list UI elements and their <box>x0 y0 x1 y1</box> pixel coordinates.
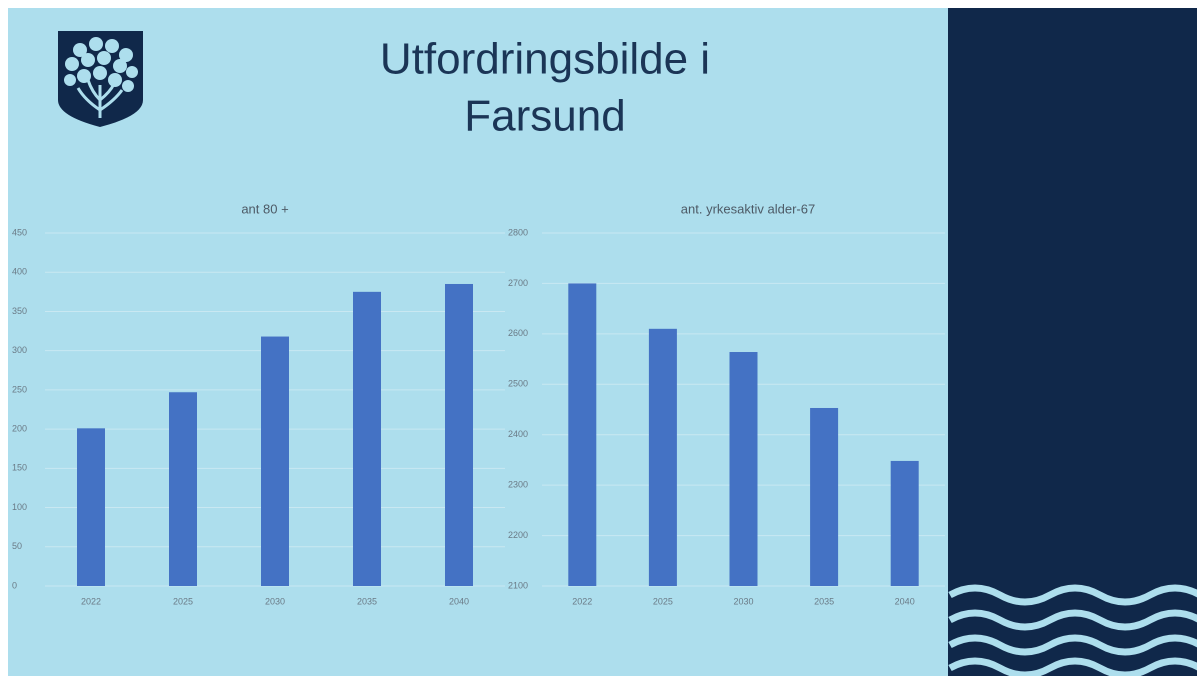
slide-title: Farsund <box>464 92 625 141</box>
x-tick-label: 2022 <box>81 596 101 606</box>
x-tick-label: 2030 <box>265 596 285 606</box>
y-tick-label: 2500 <box>508 379 528 389</box>
bar <box>169 392 197 586</box>
x-tick-label: 2035 <box>814 596 834 606</box>
x-tick-label: 2025 <box>173 596 193 606</box>
bar <box>445 283 473 586</box>
slide-area <box>8 8 948 676</box>
bar <box>648 328 677 586</box>
y-tick-label: 300 <box>12 345 27 355</box>
y-tick-label: 100 <box>12 502 27 512</box>
y-tick-label: 150 <box>12 463 27 473</box>
y-tick-label: 0 <box>12 580 17 590</box>
bar <box>810 407 839 586</box>
chart-title: ant. yrkesaktiv alder-67 <box>681 201 815 216</box>
bar <box>729 352 758 586</box>
x-tick-label: 2022 <box>572 596 592 606</box>
y-tick-label: 50 <box>12 541 22 551</box>
y-tick-label: 2700 <box>508 278 528 288</box>
y-tick-label: 2800 <box>508 227 528 237</box>
y-tick-label: 2600 <box>508 328 528 338</box>
y-tick-label: 2200 <box>508 530 528 540</box>
y-tick-label: 200 <box>12 423 27 433</box>
side-panel <box>948 8 1197 676</box>
y-tick-label: 250 <box>12 384 27 394</box>
bar <box>568 283 597 586</box>
bar <box>890 460 919 586</box>
bar <box>77 428 105 586</box>
chart-title: ant 80 + <box>241 201 288 216</box>
y-tick-label: 350 <box>12 306 27 316</box>
x-tick-label: 2025 <box>653 596 673 606</box>
x-tick-label: 2030 <box>733 596 753 606</box>
waves <box>948 584 1197 676</box>
y-tick-label: 400 <box>12 267 27 277</box>
y-tick-label: 450 <box>12 227 27 237</box>
slide-title: Utfordringsbilde i <box>380 35 710 84</box>
y-tick-label: 2100 <box>508 580 528 590</box>
x-tick-label: 2040 <box>449 596 469 606</box>
y-tick-label: 2300 <box>508 480 528 490</box>
y-tick-label: 2400 <box>508 429 528 439</box>
logo <box>58 31 143 127</box>
x-tick-label: 2040 <box>895 596 915 606</box>
bar <box>353 291 381 586</box>
x-tick-label: 2035 <box>357 596 377 606</box>
bar <box>261 336 289 586</box>
